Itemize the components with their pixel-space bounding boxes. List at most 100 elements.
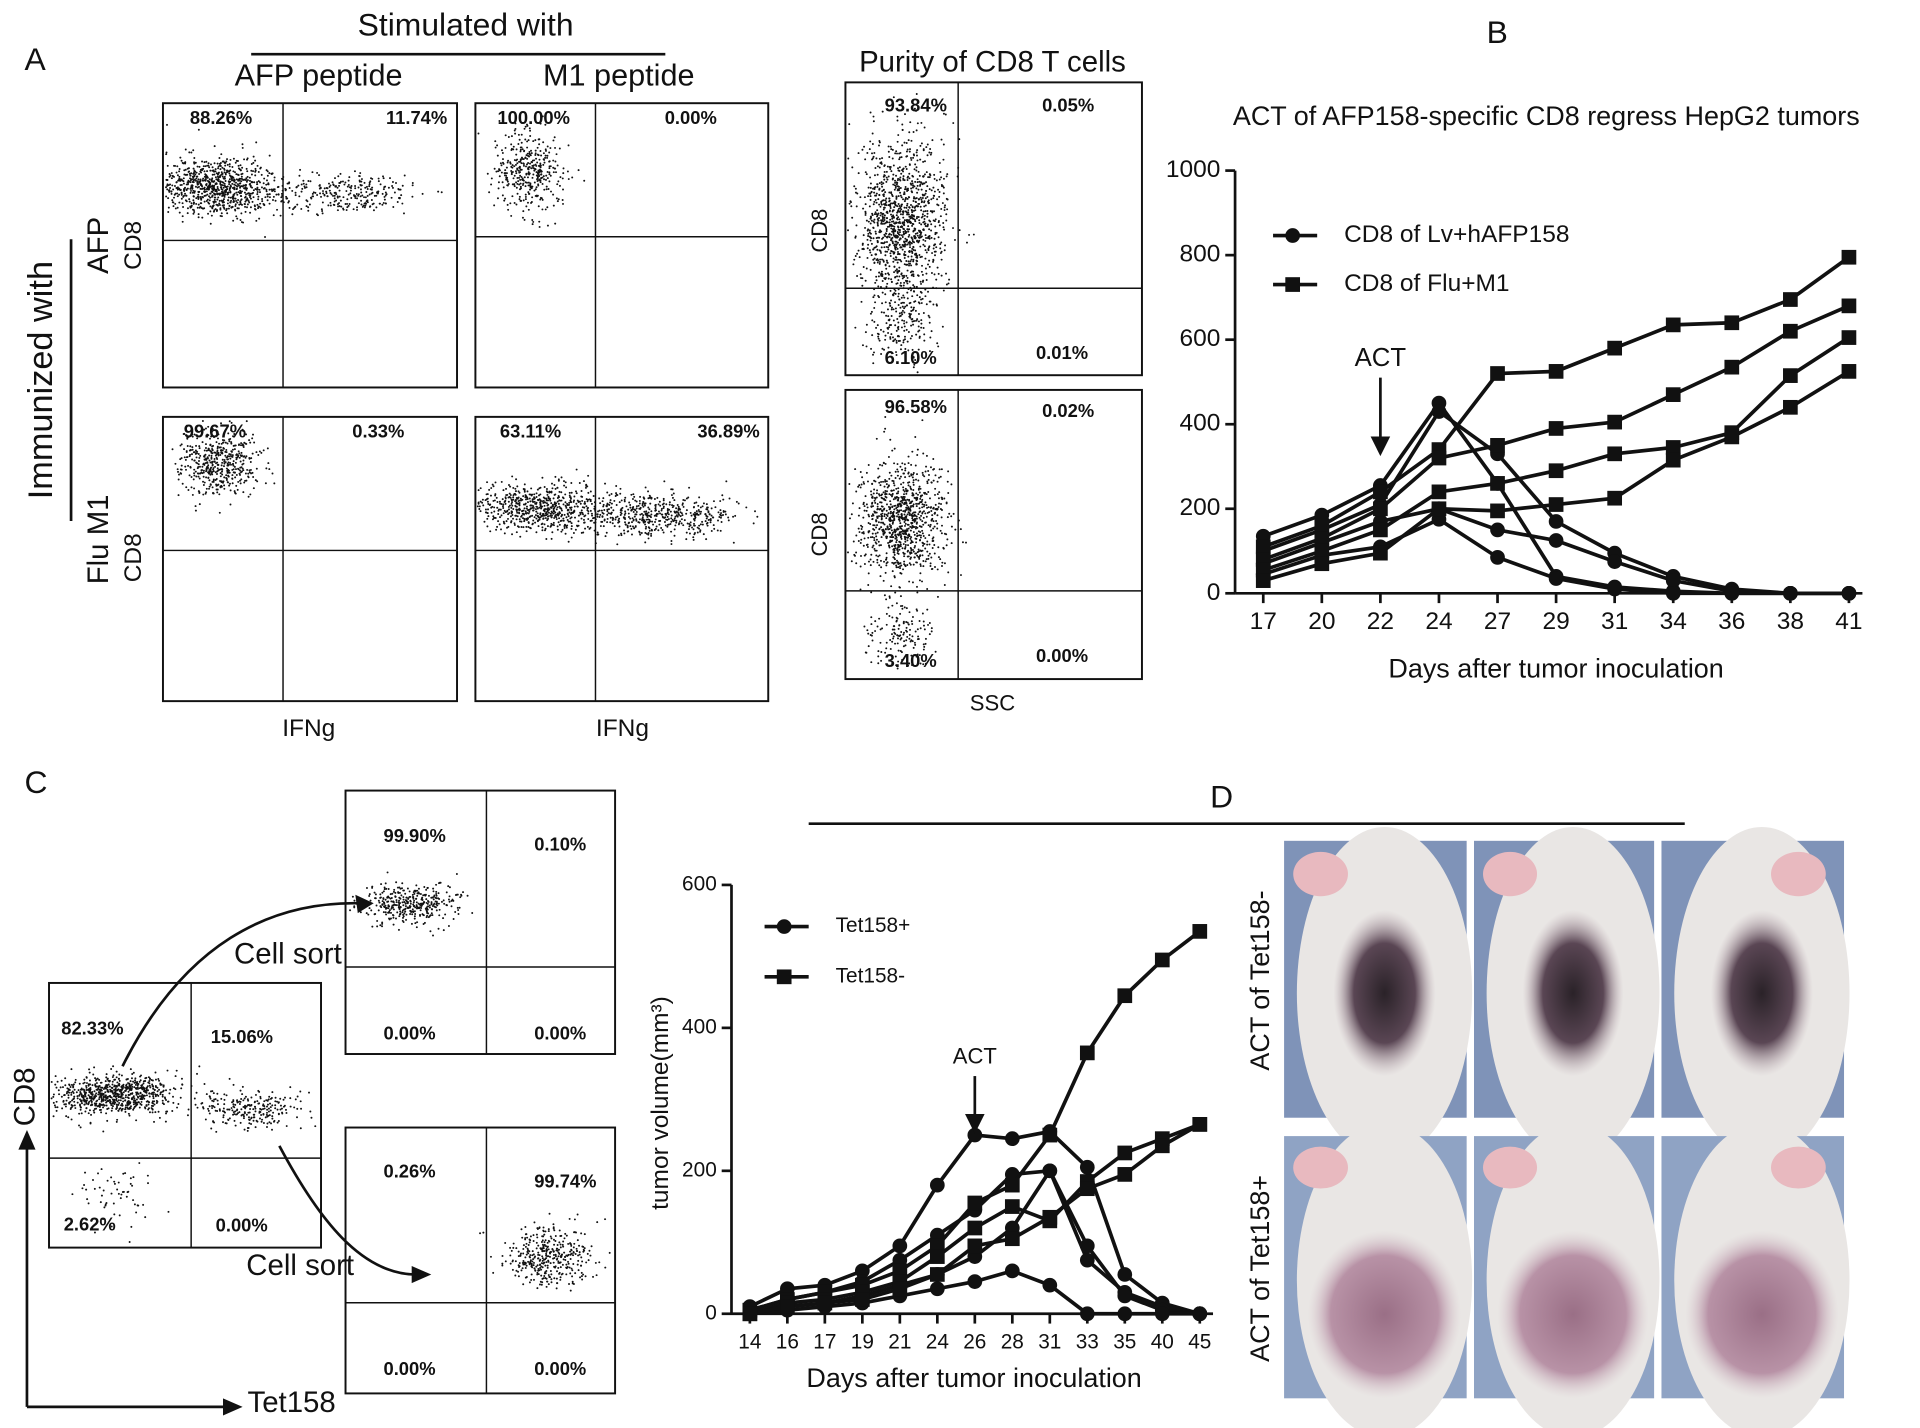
photo-shave — [1685, 1230, 1839, 1399]
event-dot — [259, 202, 262, 205]
event-dot — [514, 505, 517, 508]
event-dot — [267, 183, 270, 186]
event-dot — [198, 173, 201, 176]
event-dot — [875, 326, 878, 329]
event-dot — [216, 187, 219, 190]
event-dot — [907, 209, 910, 212]
event-dot — [866, 151, 869, 154]
event-dot — [208, 202, 211, 205]
event-dot — [214, 193, 217, 196]
event-dot — [287, 201, 290, 204]
event-dot — [528, 166, 531, 169]
event-dot — [905, 150, 908, 153]
event-dot — [633, 495, 636, 498]
event-dot — [382, 188, 385, 191]
event-dot — [224, 193, 227, 196]
event-dot — [249, 441, 252, 444]
event-dot — [895, 214, 898, 217]
event-dot — [167, 197, 170, 200]
event-dot — [312, 191, 315, 194]
event-dot — [354, 197, 357, 200]
event-dot — [568, 511, 571, 514]
event-dot — [898, 298, 901, 301]
event-dot — [596, 515, 599, 518]
event-dot — [868, 249, 871, 252]
event-dot — [930, 481, 933, 484]
event-dot — [874, 549, 877, 552]
event-dot — [916, 234, 919, 237]
event-dot — [517, 490, 520, 493]
event-dot — [264, 482, 267, 485]
event-dot — [346, 202, 349, 205]
event-dot — [869, 217, 872, 220]
event-dot — [533, 496, 536, 499]
event-dot — [207, 447, 210, 450]
event-dot — [191, 446, 194, 449]
event-dot — [192, 478, 195, 481]
event-dot — [895, 222, 898, 225]
event-dot — [360, 180, 363, 183]
event-dot — [855, 534, 858, 537]
event-dot — [884, 263, 887, 266]
event-dot — [910, 255, 913, 258]
event-dot — [287, 200, 290, 203]
event-dot — [254, 208, 257, 211]
event-dot — [218, 199, 221, 202]
event-dot — [863, 196, 866, 199]
event-dot — [670, 543, 673, 546]
quadrant-percent: 6.10% — [885, 347, 937, 368]
event-dot — [237, 207, 240, 210]
event-dot — [364, 186, 367, 189]
event-dot — [202, 493, 205, 496]
event-dot — [226, 187, 229, 190]
event-dot — [932, 186, 935, 189]
event-dot — [212, 200, 215, 203]
event-dot — [585, 505, 588, 508]
event-dot — [526, 509, 529, 512]
event-dot — [717, 511, 720, 514]
event-dot — [570, 506, 573, 509]
event-dot — [589, 490, 592, 493]
event-dot — [922, 175, 925, 178]
event-dot — [695, 510, 698, 513]
event-dot — [506, 180, 509, 183]
event-dot — [586, 485, 589, 488]
event-dot — [597, 510, 600, 513]
event-dot — [527, 526, 530, 529]
event-dot — [225, 186, 228, 189]
event-dot — [359, 188, 362, 191]
event-dot — [865, 471, 868, 474]
event-dot — [886, 327, 889, 330]
event-dot — [920, 322, 923, 325]
event-dot — [538, 158, 541, 161]
event-dot — [905, 240, 908, 243]
event-dot — [542, 175, 545, 178]
event-dot — [334, 185, 337, 188]
event-dot — [683, 519, 686, 522]
event-dot — [229, 180, 232, 183]
event-dot — [673, 499, 676, 502]
event-dot — [589, 500, 592, 503]
event-dot — [520, 526, 523, 529]
event-dot — [221, 458, 224, 461]
event-dot — [244, 456, 247, 459]
event-dot — [616, 494, 619, 497]
event-dot — [207, 434, 210, 437]
event-dot — [515, 203, 518, 206]
event-dot — [526, 505, 528, 508]
event-dot — [587, 491, 590, 494]
event-dot — [688, 486, 691, 489]
event-dot — [211, 180, 214, 183]
event-dot — [184, 192, 186, 195]
event-dot — [252, 189, 255, 192]
event-dot — [223, 184, 226, 187]
event-dot — [899, 191, 902, 194]
event-dot — [647, 506, 650, 509]
event-dot — [631, 533, 633, 536]
event-dot — [256, 480, 259, 483]
event-dot — [528, 184, 531, 187]
event-dot — [291, 213, 294, 216]
event-dot — [653, 497, 656, 500]
event-dot — [898, 339, 901, 342]
event-dot — [503, 199, 506, 202]
